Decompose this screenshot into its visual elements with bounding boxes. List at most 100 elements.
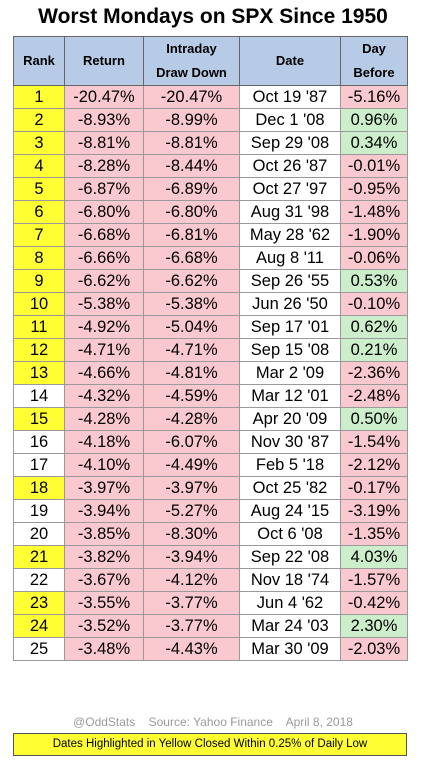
intraday-drawdown-cell: -6.89% bbox=[143, 177, 240, 201]
rank-cell: 12 bbox=[13, 338, 65, 362]
header-return: Return bbox=[64, 36, 144, 86]
rank-cell: 11 bbox=[13, 315, 65, 339]
intraday-drawdown-cell: -5.27% bbox=[143, 499, 240, 523]
day-before-cell: -1.54% bbox=[340, 430, 408, 454]
day-before-cell: -1.90% bbox=[340, 223, 408, 247]
date-cell: Sep 22 '08 bbox=[239, 545, 341, 569]
day-before-cell: -0.17% bbox=[340, 476, 408, 500]
day-before-cell: -1.57% bbox=[340, 568, 408, 592]
date-cell: Nov 30 '87 bbox=[239, 430, 341, 454]
return-cell: -4.10% bbox=[64, 453, 144, 477]
table-row: 14 -4.32% -4.59% Mar 12 '01 -2.48% bbox=[13, 384, 408, 408]
date-cell: Sep 15 '08 bbox=[239, 338, 341, 362]
rank-cell: 16 bbox=[13, 430, 65, 454]
rank-cell: 8 bbox=[13, 246, 65, 270]
rank-cell: 21 bbox=[13, 545, 65, 569]
header-rank: Rank bbox=[13, 36, 65, 86]
day-before-cell: -1.35% bbox=[340, 522, 408, 546]
intraday-drawdown-cell: -3.77% bbox=[143, 591, 240, 615]
return-cell: -3.48% bbox=[64, 637, 144, 661]
rank-cell: 22 bbox=[13, 568, 65, 592]
intraday-drawdown-cell: -8.44% bbox=[143, 154, 240, 178]
rank-cell: 9 bbox=[13, 269, 65, 293]
intraday-drawdown-cell: -4.49% bbox=[143, 453, 240, 477]
date-cell: May 28 '62 bbox=[239, 223, 341, 247]
rank-cell: 20 bbox=[13, 522, 65, 546]
return-cell: -3.94% bbox=[64, 499, 144, 523]
return-cell: -6.68% bbox=[64, 223, 144, 247]
table-row: 20 -3.85% -8.30% Oct 6 '08 -1.35% bbox=[13, 522, 408, 546]
day-before-cell: 0.34% bbox=[340, 131, 408, 155]
date-cell: Oct 19 '87 bbox=[239, 85, 341, 109]
table-row: 8 -6.66% -6.68% Aug 8 '11 -0.06% bbox=[13, 246, 408, 270]
return-cell: -4.92% bbox=[64, 315, 144, 339]
return-cell: -5.38% bbox=[64, 292, 144, 316]
table-row: 4 -8.28% -8.44% Oct 26 '87 -0.01% bbox=[13, 154, 408, 178]
day-before-cell: 0.96% bbox=[340, 108, 408, 132]
date-cell: Aug 31 '98 bbox=[239, 200, 341, 224]
return-cell: -3.52% bbox=[64, 614, 144, 638]
return-cell: -6.62% bbox=[64, 269, 144, 293]
table-row: 13 -4.66% -4.81% Mar 2 '09 -2.36% bbox=[13, 361, 408, 385]
return-cell: -3.67% bbox=[64, 568, 144, 592]
date-cell: Sep 26 '55 bbox=[239, 269, 341, 293]
date-cell: Feb 5 '18 bbox=[239, 453, 341, 477]
intraday-drawdown-cell: -8.30% bbox=[143, 522, 240, 546]
return-cell: -4.32% bbox=[64, 384, 144, 408]
date-cell: Oct 6 '08 bbox=[239, 522, 341, 546]
day-before-cell: -1.48% bbox=[340, 200, 408, 224]
date-cell: Mar 2 '09 bbox=[239, 361, 341, 385]
intraday-drawdown-cell: -6.62% bbox=[143, 269, 240, 293]
table-row: 22 -3.67% -4.12% Nov 18 '74 -1.57% bbox=[13, 568, 408, 592]
return-cell: -20.47% bbox=[64, 85, 144, 109]
intraday-drawdown-cell: -4.28% bbox=[143, 407, 240, 431]
intraday-drawdown-cell: -6.07% bbox=[143, 430, 240, 454]
date-cell: Oct 26 '87 bbox=[239, 154, 341, 178]
date-cell: Jun 26 '50 bbox=[239, 292, 341, 316]
table-row: 16 -4.18% -6.07% Nov 30 '87 -1.54% bbox=[13, 430, 408, 454]
rank-cell: 24 bbox=[13, 614, 65, 638]
rank-cell: 25 bbox=[13, 637, 65, 661]
date-cell: Nov 18 '74 bbox=[239, 568, 341, 592]
rank-cell: 3 bbox=[13, 131, 65, 155]
table-row: 5 -6.87% -6.89% Oct 27 '97 -0.95% bbox=[13, 177, 408, 201]
intraday-drawdown-cell: -3.94% bbox=[143, 545, 240, 569]
intraday-drawdown-cell: -5.38% bbox=[143, 292, 240, 316]
table-row: 7 -6.68% -6.81% May 28 '62 -1.90% bbox=[13, 223, 408, 247]
day-before-cell: -2.48% bbox=[340, 384, 408, 408]
highlight-note: Dates Highlighted in Yellow Closed Withi… bbox=[13, 733, 407, 756]
table-row: 23 -3.55% -3.77% Jun 4 '62 -0.42% bbox=[13, 591, 408, 615]
rank-cell: 15 bbox=[13, 407, 65, 431]
intraday-drawdown-cell: -8.99% bbox=[143, 108, 240, 132]
date-cell: Dec 1 '08 bbox=[239, 108, 341, 132]
return-cell: -6.66% bbox=[64, 246, 144, 270]
table-row: 24 -3.52% -3.77% Mar 24 '03 2.30% bbox=[13, 614, 408, 638]
return-cell: -6.80% bbox=[64, 200, 144, 224]
date-cell: Aug 24 '15 bbox=[239, 499, 341, 523]
table-row: 6 -6.80% -6.80% Aug 31 '98 -1.48% bbox=[13, 200, 408, 224]
table-row: 18 -3.97% -3.97% Oct 25 '82 -0.17% bbox=[13, 476, 408, 500]
source-line: @OddStats Source: Yahoo Finance April 8,… bbox=[73, 715, 353, 729]
day-before-cell: 0.62% bbox=[340, 315, 408, 339]
rank-cell: 17 bbox=[13, 453, 65, 477]
day-before-cell: -0.01% bbox=[340, 154, 408, 178]
day-before-cell: 2.30% bbox=[340, 614, 408, 638]
return-cell: -4.71% bbox=[64, 338, 144, 362]
rank-cell: 7 bbox=[13, 223, 65, 247]
day-before-cell: -2.03% bbox=[340, 637, 408, 661]
table-row: 12 -4.71% -4.71% Sep 15 '08 0.21% bbox=[13, 338, 408, 362]
rank-cell: 13 bbox=[13, 361, 65, 385]
day-before-cell: 0.50% bbox=[340, 407, 408, 431]
rank-cell: 10 bbox=[13, 292, 65, 316]
table-row: 10 -5.38% -5.38% Jun 26 '50 -0.10% bbox=[13, 292, 408, 316]
day-before-cell: -0.42% bbox=[340, 591, 408, 615]
rank-cell: 5 bbox=[13, 177, 65, 201]
intraday-drawdown-cell: -6.81% bbox=[143, 223, 240, 247]
date-cell: Sep 29 '08 bbox=[239, 131, 341, 155]
table-row: 11 -4.92% -5.04% Sep 17 '01 0.62% bbox=[13, 315, 408, 339]
table-row: 21 -3.82% -3.94% Sep 22 '08 4.03% bbox=[13, 545, 408, 569]
table-row: 25 -3.48% -4.43% Mar 30 '09 -2.03% bbox=[13, 637, 408, 661]
date-cell: Mar 12 '01 bbox=[239, 384, 341, 408]
intraday-drawdown-cell: -5.04% bbox=[143, 315, 240, 339]
day-before-cell: 0.53% bbox=[340, 269, 408, 293]
